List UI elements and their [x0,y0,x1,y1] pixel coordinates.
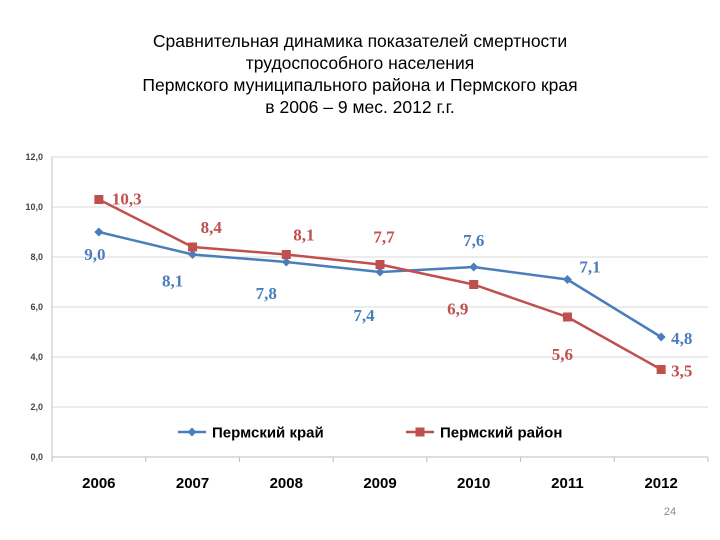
title-line-1: Сравнительная динамика показателей смерт… [152,31,568,51]
data-point-krai [375,267,385,277]
x-tick-label: 2006 [82,475,115,492]
axes [51,157,709,462]
data-point-raion [94,195,104,204]
x-tick-label: 2009 [363,475,396,492]
legend-marker-raion [415,427,425,437]
data-label-raion: 5,6 [552,345,573,364]
legend-item-krai: Пермский край [178,425,324,442]
y-tick-label: 2,0 [30,402,43,412]
legend-item-raion: Пермский район [406,425,562,442]
y-tick-label: 0,0 [30,452,43,462]
data-label-krai: 7,1 [579,258,600,277]
legend-label-raion: Пермский район [440,425,562,442]
data-point-krai [281,257,291,267]
data-point-krai [94,227,104,237]
x-tick-label: 2010 [457,475,490,492]
data-label-krai: 9,0 [84,245,105,264]
data-point-raion [656,365,666,374]
data-point-raion [188,242,198,252]
title-line-2: трудоспособного населения [245,53,475,73]
data-label-raion: 8,1 [293,226,314,245]
x-tick-label: 2007 [176,475,209,492]
y-tick-label: 4,0 [30,352,43,362]
y-tick-label: 6,0 [30,302,43,312]
data-point-krai [188,250,198,259]
data-point-raion [375,260,385,269]
x-tick-label: 2011 [551,475,584,492]
legend: Пермский край Пермский район [178,425,562,442]
y-tick-label: 8,0 [30,252,43,262]
page-number: 24 [663,506,677,518]
data-label-krai: 8,1 [162,272,183,291]
data-label-krai: 7,6 [463,231,484,250]
data-label-raion: 8,4 [201,218,223,237]
data-point-krai [562,275,572,284]
data-point-raion [562,312,572,322]
data-label-raion: 10,3 [112,190,142,209]
y-axis-tick-labels: 0,0 2,0 4,0 6,0 8,0 10,0 12,0 [25,152,43,462]
data-point-raion [469,280,479,289]
data-labels: 9,0 8,1 7,8 7,4 7,6 7,1 4,8 10,3 8,4 8,1 7,7 6,9 5,6… [84,190,692,381]
gridlines [52,156,708,408]
data-label-raion: 6,9 [447,300,468,319]
data-point-raion [281,250,291,259]
data-label-krai: 7,8 [256,284,277,303]
x-axis-tick-labels: 2006 2007 2008 2009 2010 2011 2012 [82,475,678,492]
y-tick-label: 12,0 [25,152,43,162]
x-tick-label: 2012 [644,475,677,492]
slide-title: Сравнительная динамика показателей смерт… [0,30,720,118]
data-label-raion: 3,5 [671,362,692,381]
data-label-raion: 7,7 [373,228,395,247]
data-label-krai: 4,8 [671,329,692,348]
x-tick-label: 2008 [270,475,303,492]
legend-label-krai: Пермский край [212,425,324,442]
y-tick-label: 10,0 [25,202,43,212]
title-line-4: в 2006 – 9 мес. 2012 г.г. [265,97,455,117]
data-point-krai [656,332,666,342]
title-line-3: Пермского муниципального района и Пермск… [142,75,578,95]
data-label-krai: 7,4 [353,306,375,325]
legend-marker-krai [187,427,197,437]
series [94,195,666,374]
data-point-krai [469,262,479,272]
